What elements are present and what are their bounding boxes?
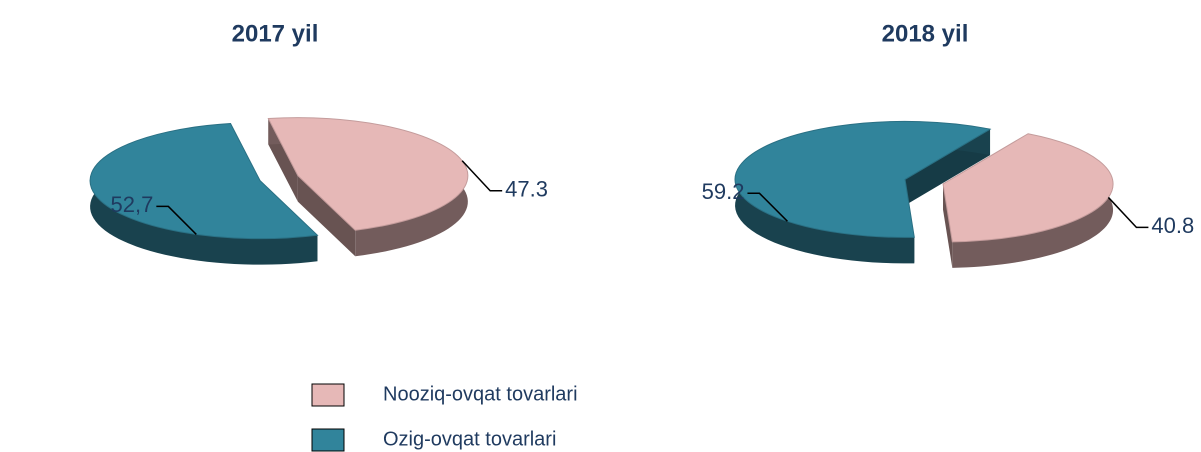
data-label: 59.2 [702, 179, 745, 204]
data-label: 40.8 [1151, 213, 1194, 238]
leader-line [156, 205, 197, 235]
legend-label: Ozig-ovqat tovarlari [383, 428, 556, 450]
slice [942, 133, 1114, 243]
slice [89, 123, 319, 240]
leader-line [1107, 196, 1149, 229]
leader-line [747, 192, 788, 222]
legend-label: Nooziq-ovqat tovarlari [383, 383, 578, 405]
slice [734, 120, 992, 238]
slice [267, 117, 469, 231]
leader-line [461, 160, 503, 192]
slice-wall [297, 175, 356, 257]
data-label: 47.3 [505, 177, 548, 202]
chart-title: 2017 yil [232, 20, 319, 47]
data-label: 52,7 [111, 192, 154, 217]
chart-title: 2018 yil [882, 20, 969, 47]
legend-swatch [311, 428, 345, 452]
slice-wall [943, 183, 953, 268]
legend-swatch [311, 383, 345, 407]
